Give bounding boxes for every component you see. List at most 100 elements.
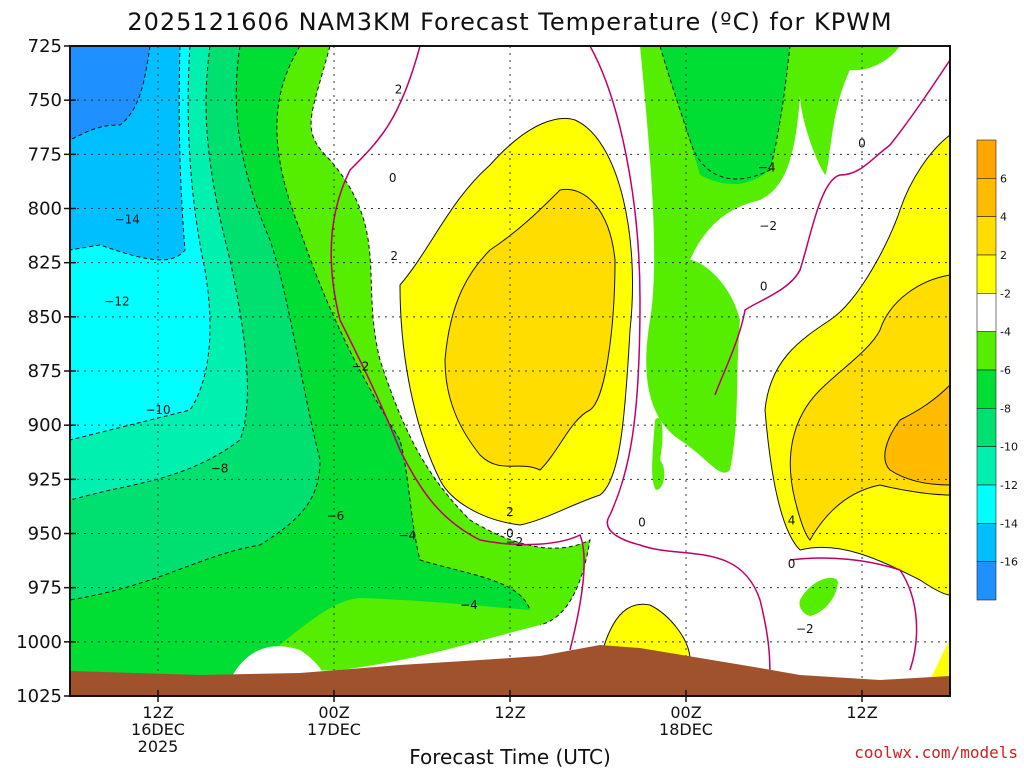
contour-label: −14 <box>115 212 140 226</box>
colorbar-swatch <box>976 408 997 447</box>
small-minus-2-low-cell <box>799 577 838 616</box>
colorbar-swatch <box>976 178 997 217</box>
y-tick-label: 975 <box>28 578 62 599</box>
colorbar-label: -4 <box>1000 326 1011 339</box>
isotherm-minus-4 <box>276 46 531 611</box>
contour-label: −4 <box>398 529 416 543</box>
contour-label: 0 <box>788 557 796 571</box>
small-minus-2-surface <box>230 646 325 680</box>
isotherm-6-right <box>884 384 950 486</box>
colorbar-label: -14 <box>1000 517 1018 530</box>
negative-isotherms <box>70 46 791 626</box>
small-minus-2-cell <box>652 418 665 490</box>
contour-label: −6 <box>327 509 345 523</box>
y-tick-label: 725 <box>28 36 62 57</box>
x-tick-label: 00Z <box>670 703 701 722</box>
contour-label: −10 <box>145 403 170 417</box>
x-tick-label: 16DEC <box>131 720 185 739</box>
band-minus-4-upper-right <box>660 46 790 185</box>
isotherm-minus-14 <box>70 46 151 141</box>
isotherm-minus-10 <box>70 46 211 441</box>
contour-label: 0 <box>389 171 397 185</box>
y-tick-label: 925 <box>28 469 62 490</box>
x-tick-label: 2025 <box>138 737 179 756</box>
contour-label: 4 <box>788 514 796 528</box>
colorbar-swatch <box>976 561 997 601</box>
y-tick-label: 850 <box>28 307 62 328</box>
contour-label: 0 <box>506 527 514 541</box>
x-tick-label: 12Z <box>494 703 525 722</box>
contour-label: 0 <box>638 516 646 530</box>
small-0-to-2-corner <box>930 640 950 680</box>
colorbar-swatch <box>976 369 997 409</box>
colorbar-label: 6 <box>1000 172 1007 185</box>
y-tick-label: 825 <box>28 253 62 274</box>
colorbar-label: -2 <box>1000 287 1011 300</box>
contour-label: −2 <box>759 219 777 233</box>
colorbar-label: -12 <box>1000 479 1018 492</box>
isotherm-minus-4-upper-right <box>659 46 791 180</box>
band-minus-2-mid-column <box>640 46 740 473</box>
y-tick-label: 875 <box>28 361 62 382</box>
contour-label: −4 <box>460 598 478 612</box>
colorbar-swatch <box>976 446 997 486</box>
contour-label: 2 <box>506 505 514 519</box>
small-0-to-2-lower <box>600 604 690 660</box>
contour-label: −4 <box>758 160 776 174</box>
x-tick-label: 12Z <box>142 703 173 722</box>
isotherm-minus-2 <box>310 46 591 626</box>
colorbar: -16 -14 -12 -10 -8 -6 -4 -2 2 4 6 <box>976 139 1018 601</box>
colorbar-swatch <box>976 139 997 179</box>
isotherm-4-right <box>789 274 950 541</box>
contour-label: −2 <box>352 360 370 374</box>
isotherm-0-middle <box>589 46 771 681</box>
y-tick-label: 950 <box>28 524 62 545</box>
y-tick-label: 1025 <box>16 686 62 707</box>
band-2-to-4-central <box>445 189 615 470</box>
colorbar-swatch <box>976 331 997 371</box>
chart-title: 2025121606 NAM3KM Forecast Temperature (… <box>127 8 892 36</box>
colorbar-swatch <box>976 484 997 524</box>
terrain-ground <box>70 645 950 696</box>
colorbar-swatch <box>976 254 997 294</box>
freezing-isotherms <box>330 46 950 681</box>
isotherm-0-right <box>714 59 950 396</box>
colorbar-swatch <box>976 293 997 332</box>
colorbar-label: -10 <box>1000 441 1018 454</box>
isotherm-0-left <box>330 46 585 651</box>
colorbar-label: 2 <box>1000 249 1007 262</box>
contour-label: −2 <box>796 622 814 636</box>
contour-label: 0 <box>858 137 866 151</box>
y-tick-label: 1000 <box>16 632 62 653</box>
colorbar-swatch <box>976 216 997 256</box>
isotherm-0-lower-right <box>789 557 918 671</box>
isotherm-2-central <box>399 117 633 526</box>
band-4-to-6-right <box>884 385 950 485</box>
x-tick-label: 17DEC <box>307 720 361 739</box>
contour-label: 2 <box>390 249 398 263</box>
y-tick-label: 900 <box>28 415 62 436</box>
contour-label: −8 <box>211 462 229 476</box>
colorbar-label: -8 <box>1000 402 1011 415</box>
x-axis-label: Forecast Time (UTC) <box>409 745 611 768</box>
band-minus-14-to-minus-16 <box>70 46 150 140</box>
isotherm-minus-12 <box>70 46 186 261</box>
colorbar-label: -16 <box>1000 556 1018 569</box>
y-tick-label: 750 <box>28 90 62 111</box>
x-tick-label: 00Z <box>318 703 349 722</box>
x-tick-label: 18DEC <box>659 720 713 739</box>
credit-text: coolwx.com/models <box>854 743 1018 762</box>
isotherm-4-central <box>444 188 616 471</box>
y-tick-label: 775 <box>28 144 62 165</box>
x-tick-label: 12Z <box>846 703 877 722</box>
contour-label: 2 <box>395 82 403 96</box>
contour-label: −12 <box>104 295 129 309</box>
colorbar-swatch <box>976 523 997 562</box>
isotherm-2-lower <box>599 603 691 661</box>
y-axis: 725 750 775 800 825 850 875 900 925 950 975 1000 102… <box>16 36 76 707</box>
colorbar-label: 4 <box>1000 211 1007 224</box>
contour-label: 0 <box>760 280 768 294</box>
